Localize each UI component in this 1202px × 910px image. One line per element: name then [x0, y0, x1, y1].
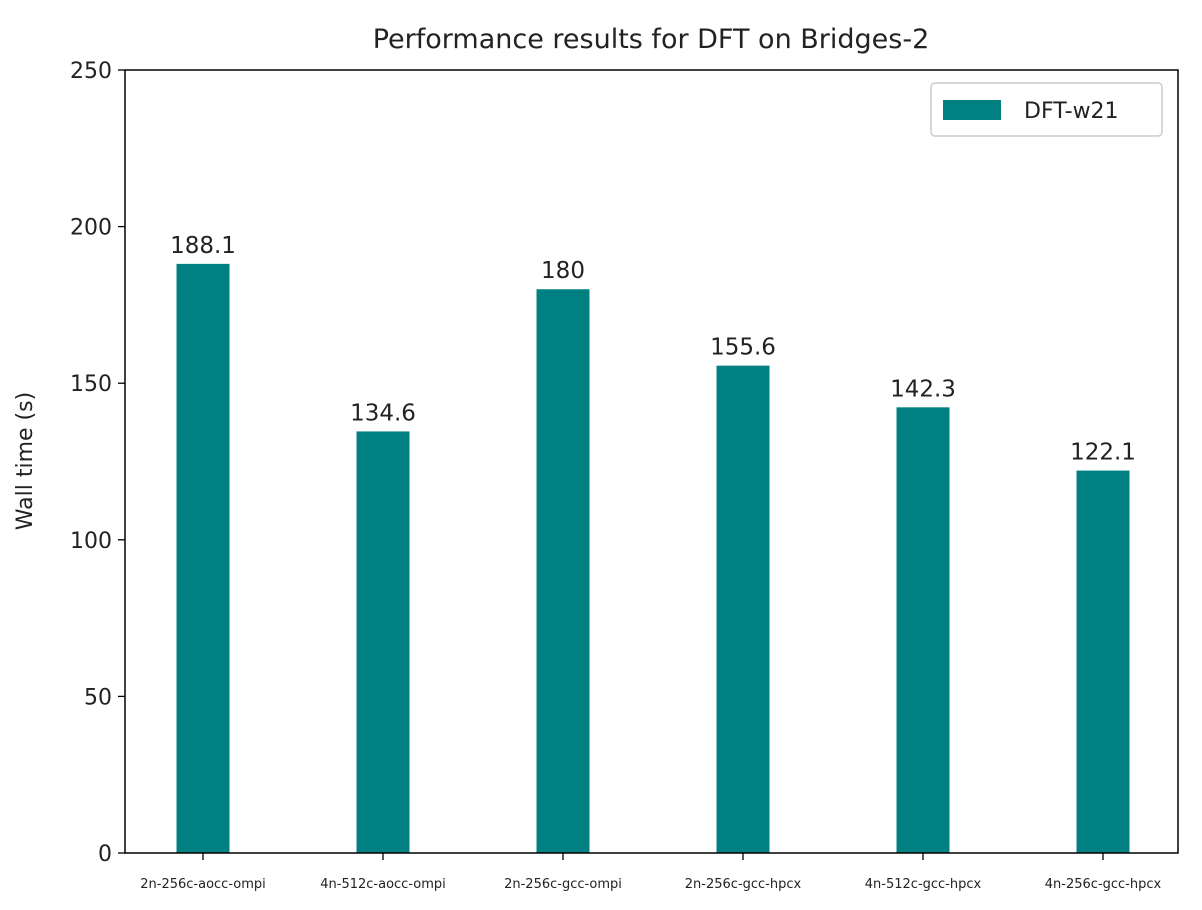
bar [716, 365, 770, 853]
legend-label: DFT-w21 [1024, 99, 1119, 124]
data-label: 142.3 [890, 376, 956, 402]
data-label: 180 [541, 258, 585, 284]
x-tick-label: 4n-256c-gcc-hpcx [1045, 877, 1162, 892]
y-tick-label: 100 [70, 529, 112, 554]
legend-swatch [943, 100, 1001, 120]
data-label: 122.1 [1070, 440, 1136, 466]
y-tick-label: 50 [84, 685, 112, 710]
x-tick-label: 2n-256c-gcc-ompi [504, 877, 622, 892]
bar [176, 263, 230, 853]
plot-frame [124, 69, 1179, 854]
x-tick-label: 2n-256c-aocc-ompi [140, 877, 265, 892]
data-labels-layer: 188.1 134.6 180 155.6 142.3 122.1 [170, 233, 1136, 466]
y-tick-label: 200 [70, 216, 112, 241]
bar [356, 431, 410, 853]
data-label: 155.6 [710, 335, 776, 361]
data-label: 134.6 [350, 400, 416, 426]
y-ticks-layer: 0 50 100 150 200 250 [70, 59, 125, 867]
chart-title: Performance results for DFT on Bridges-2 [373, 24, 930, 55]
x-tick-label: 2n-256c-gcc-hpcx [685, 877, 802, 892]
x-tick-label: 4n-512c-aocc-ompi [320, 877, 445, 892]
x-ticks-layer: 2n-256c-aocc-ompi 4n-512c-aocc-ompi 2n-256… [140, 853, 1162, 892]
y-tick-label: 0 [98, 842, 112, 867]
y-axis-label: Wall time (s) [13, 392, 38, 530]
x-tick-label: 4n-512c-gcc-hpcx [865, 877, 982, 892]
legend-box [930, 82, 1163, 137]
bar [536, 289, 590, 853]
data-label: 188.1 [170, 233, 236, 259]
bar [1076, 470, 1130, 853]
bars-layer [176, 263, 1130, 853]
y-tick-label: 250 [70, 59, 112, 84]
bar [896, 407, 950, 853]
y-tick-label: 150 [70, 372, 112, 397]
legend: DFT-w21 [930, 82, 1163, 137]
